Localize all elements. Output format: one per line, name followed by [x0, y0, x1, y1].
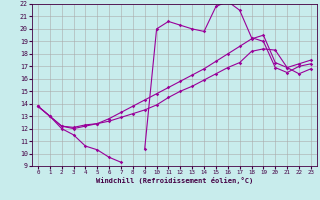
X-axis label: Windchill (Refroidissement éolien,°C): Windchill (Refroidissement éolien,°C) [96, 177, 253, 184]
